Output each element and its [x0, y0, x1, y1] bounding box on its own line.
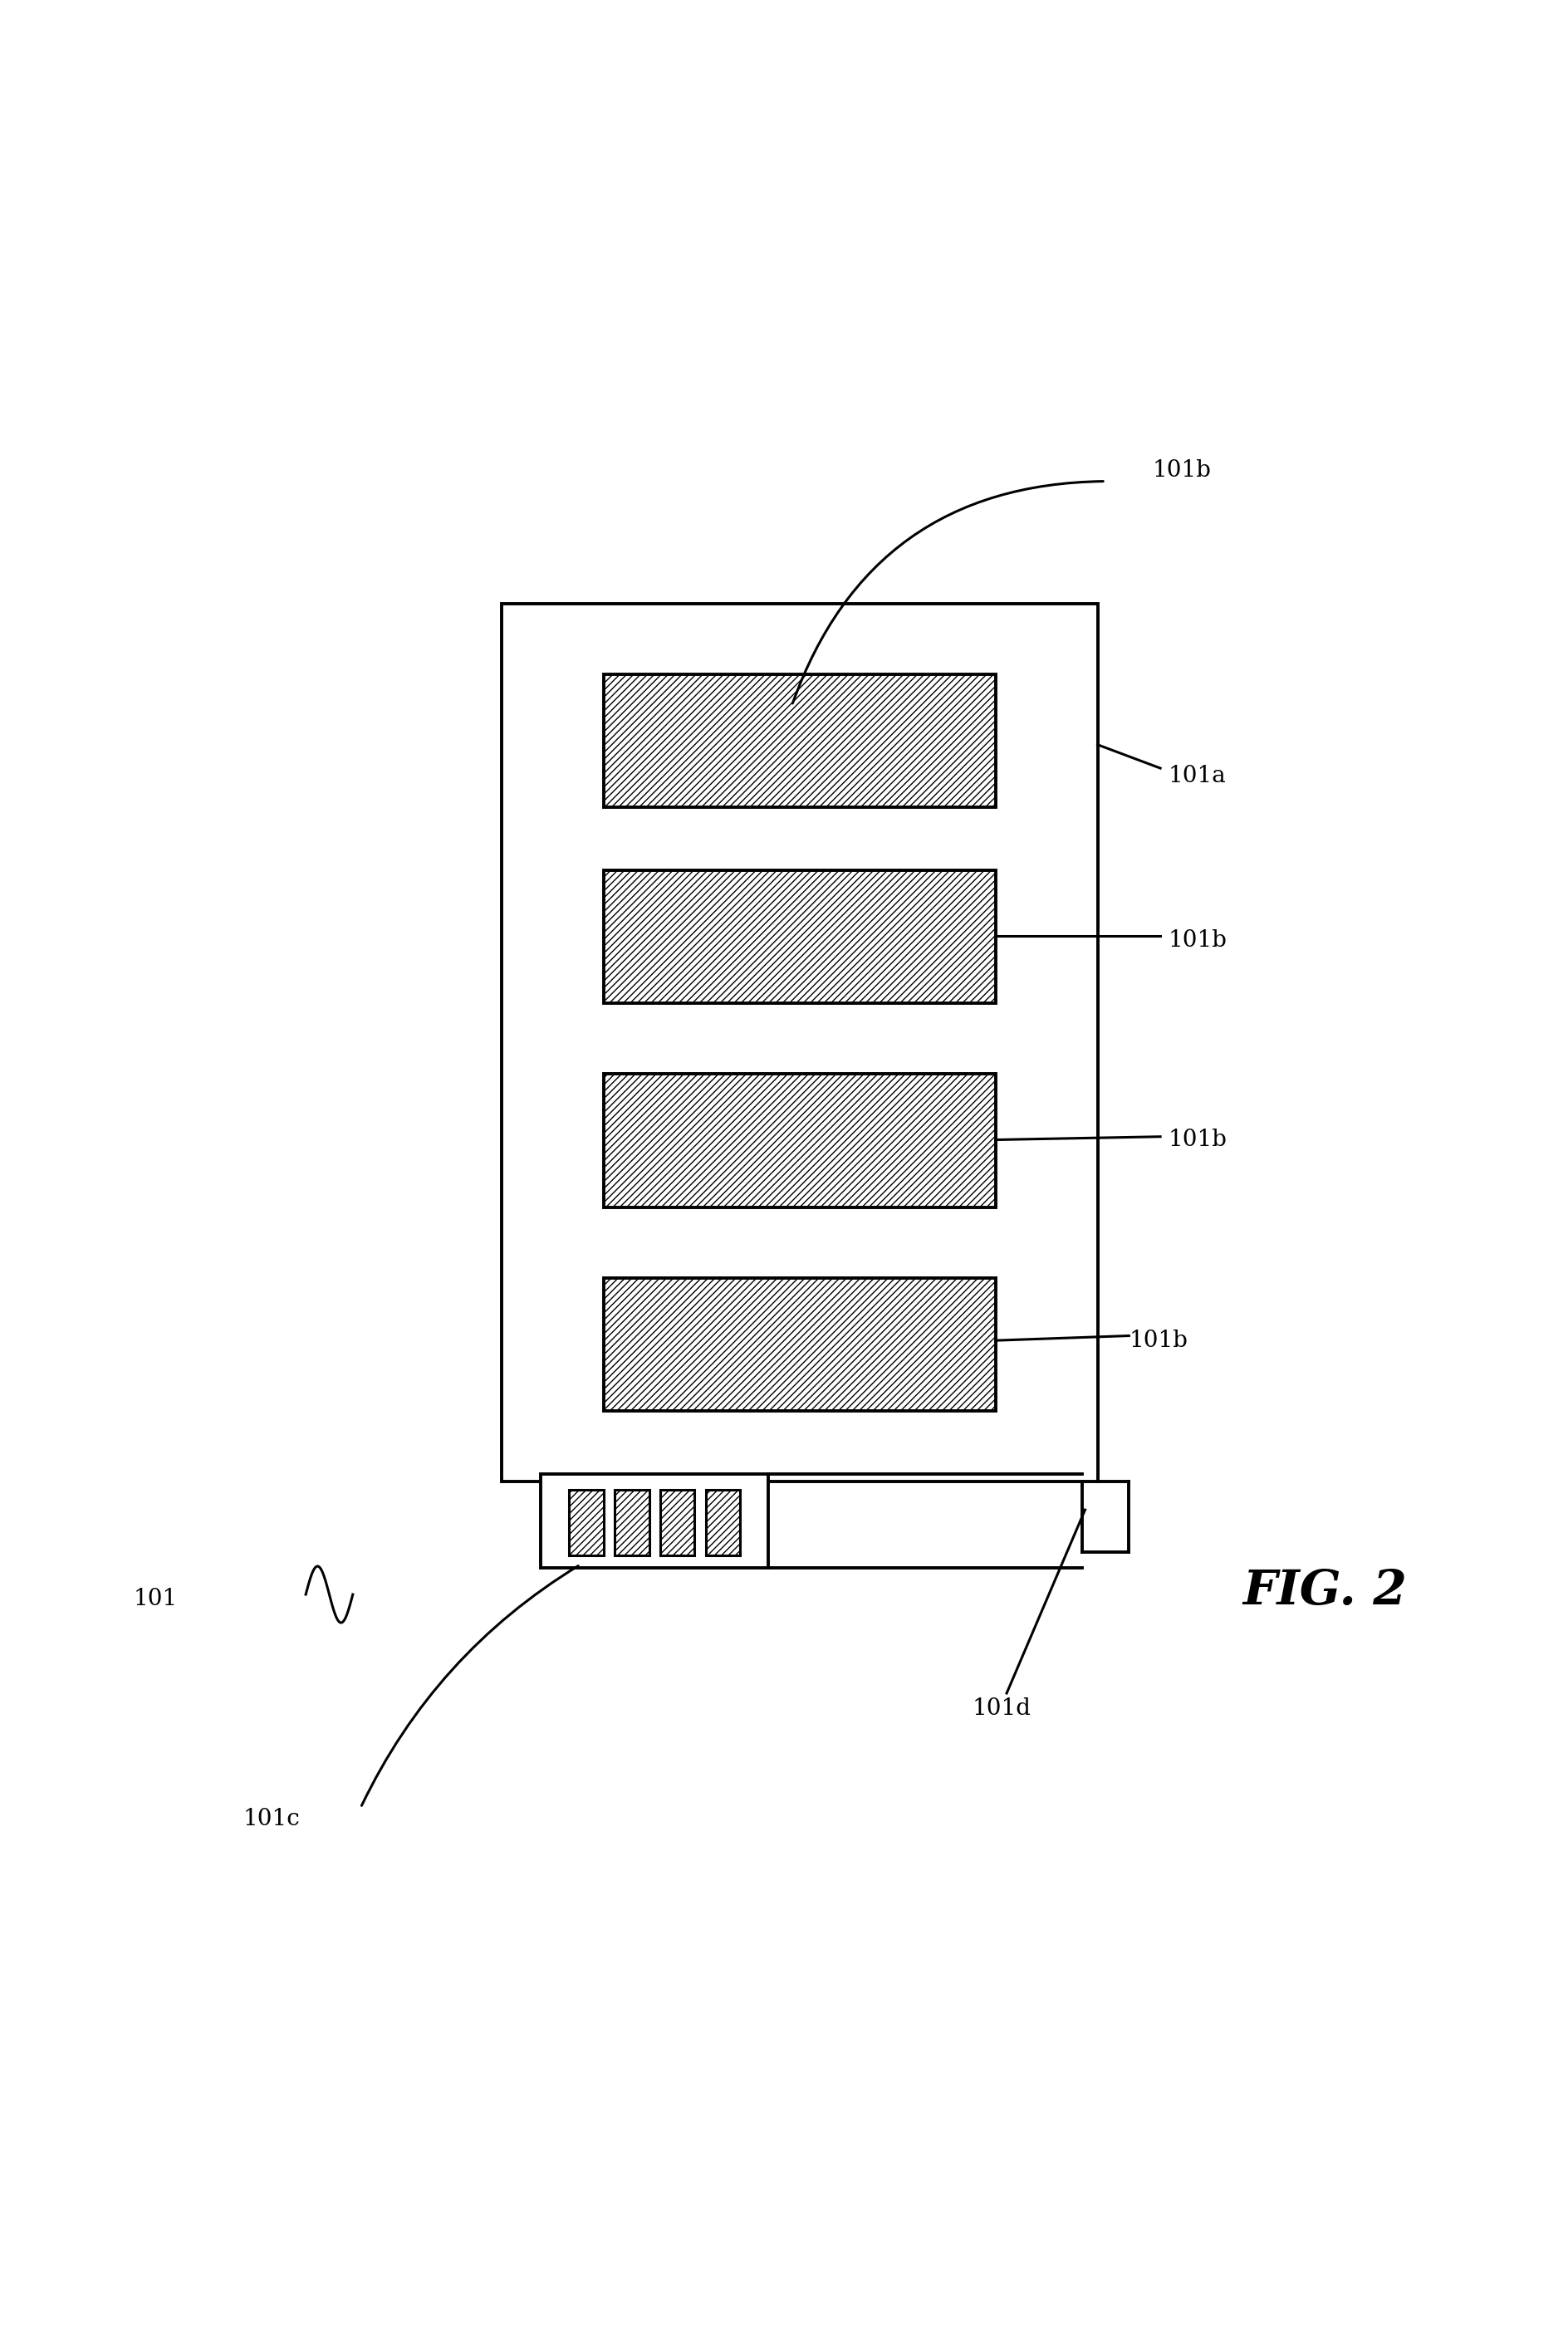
Bar [660, 1490, 695, 1556]
Text: 101a: 101a [1168, 764, 1226, 787]
Bar [502, 603, 1098, 1481]
Bar [615, 1490, 649, 1556]
Text: 101b: 101b [1152, 460, 1212, 481]
Text: 101b: 101b [1168, 930, 1228, 951]
Text: 101b: 101b [1129, 1329, 1189, 1353]
Bar [604, 1278, 996, 1411]
Bar [706, 1490, 740, 1556]
Bar [604, 1075, 996, 1208]
Text: 101d: 101d [972, 1698, 1032, 1719]
Text: FIG. 2: FIG. 2 [1243, 1567, 1406, 1614]
Bar [604, 869, 996, 1004]
Bar [569, 1490, 604, 1556]
Text: 101c: 101c [243, 1808, 299, 1829]
Text: 101: 101 [133, 1588, 177, 1610]
Text: 101b: 101b [1168, 1128, 1228, 1152]
Bar [604, 675, 996, 808]
Bar [541, 1474, 768, 1567]
